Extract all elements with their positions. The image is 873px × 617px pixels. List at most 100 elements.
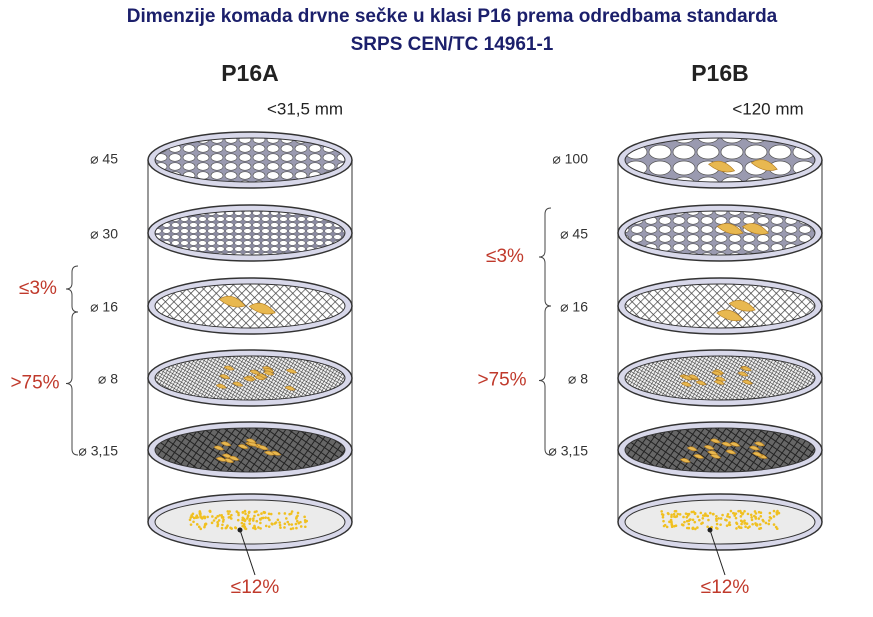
fine-particle (268, 518, 271, 522)
fine-particle (216, 515, 219, 518)
fine-particle (726, 515, 729, 518)
fine-particle (734, 516, 738, 520)
fine-particle (203, 525, 206, 529)
fine-particle (670, 515, 673, 519)
fine-particle (262, 510, 266, 514)
fine-particle (727, 523, 731, 526)
wood-chip (751, 451, 763, 457)
fine-particle (757, 517, 761, 520)
fine-particle (775, 527, 779, 531)
collector-pan (154, 499, 346, 545)
fine-particle (767, 522, 771, 526)
fine-particle (685, 526, 689, 530)
fine-particle (243, 518, 247, 522)
fine-particle (228, 510, 231, 513)
wood-chip (707, 450, 719, 456)
fine-particle (676, 512, 680, 516)
fine-particle (662, 519, 665, 523)
fine-particle (241, 511, 245, 514)
wood-chip (721, 441, 733, 447)
fine-particle (212, 519, 216, 522)
wood-chip (725, 449, 737, 455)
fine-particle (699, 511, 703, 515)
fine-particle (678, 513, 682, 516)
fine-particle (220, 526, 224, 530)
fine-particle (259, 527, 262, 530)
fine-particle (746, 512, 750, 516)
wood-chip (728, 300, 756, 312)
fine-particle (237, 513, 240, 517)
fine-particle (278, 521, 281, 524)
bracket (65, 265, 79, 313)
wood-chip (680, 381, 692, 387)
fine-particle (299, 525, 303, 528)
fine-particle (693, 520, 697, 524)
fine-particle (693, 512, 697, 516)
fine-particle (235, 510, 239, 513)
fine-particle (691, 527, 695, 531)
size-label: <31,5 mm (267, 99, 343, 118)
wood-chip (729, 441, 741, 447)
wood-chip (263, 370, 275, 376)
fine-particle (706, 514, 710, 518)
fine-particle (768, 511, 772, 515)
wood-chip (215, 383, 227, 389)
fine-particle (701, 521, 704, 525)
fine-particle (257, 513, 260, 517)
fine-particle (759, 514, 763, 518)
fine-particle (261, 516, 265, 520)
fine-particle (733, 514, 736, 517)
fine-particle (217, 519, 221, 522)
percent-label: ≤3% (19, 278, 57, 299)
bracket (538, 305, 552, 456)
wood-chip (223, 365, 235, 371)
fine-particle (672, 512, 676, 516)
fine-particle (294, 522, 298, 526)
fine-particle (240, 521, 244, 525)
fine-particle (230, 527, 233, 530)
wood-chip (693, 454, 705, 459)
fine-particle (259, 521, 262, 525)
fine-particle (724, 518, 727, 522)
fine-particle (295, 515, 298, 519)
fine-particle (772, 509, 776, 513)
fine-particle (224, 526, 228, 530)
wood-chip (681, 375, 693, 381)
fine-particle (683, 520, 686, 524)
fine-particle (726, 512, 730, 516)
fine-particle (241, 516, 245, 520)
fine-particle (703, 514, 706, 517)
fine-particle (264, 524, 268, 528)
fine-particle (195, 514, 199, 517)
fine-particle (230, 513, 233, 517)
fine-particle (218, 514, 222, 517)
fine-particle (266, 516, 270, 520)
percent-label: ≤12% (701, 577, 750, 598)
fine-particle (210, 521, 214, 525)
fine-particle (761, 518, 765, 522)
fine-particle (764, 521, 768, 525)
fine-particle (661, 513, 665, 517)
wood-chip (215, 456, 227, 462)
fine-particle (670, 513, 673, 517)
wood-chip (243, 376, 255, 382)
fine-particle (715, 514, 718, 518)
wood-chip (223, 458, 235, 463)
fine-particle (768, 515, 772, 519)
fine-particle (208, 509, 212, 513)
fine-particle (227, 512, 230, 516)
fine-particle (775, 512, 779, 516)
fine-particle (296, 511, 300, 515)
wood-chip (750, 159, 778, 171)
fine-particle (696, 526, 699, 529)
bracket (538, 207, 552, 307)
fine-particle (719, 523, 722, 526)
wood-chip (679, 458, 691, 463)
fine-particle (754, 512, 758, 515)
fine-particle (744, 525, 747, 528)
pointer-dot (707, 527, 713, 533)
fine-particle (216, 521, 219, 524)
fine-particle (189, 523, 193, 526)
fine-particle (287, 523, 291, 526)
fine-particle (304, 520, 307, 524)
